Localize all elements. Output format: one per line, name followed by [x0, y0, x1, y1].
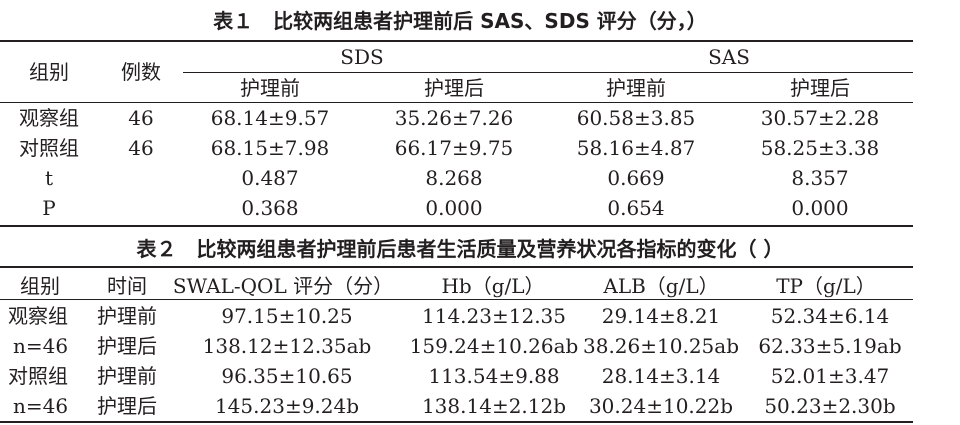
table2-cell: 38.26±10.25ab [583, 334, 739, 358]
table2-cell: 62.33±5.19ab [758, 334, 902, 358]
table1-header-rule [0, 102, 913, 103]
table2-group-label: 观察组 [8, 304, 68, 328]
table1-cell: 0.654 [607, 196, 665, 220]
table2-cell: 138.14±2.12b [421, 394, 567, 418]
table2-cell: 50.23±2.30b [764, 394, 896, 418]
table2-header-rule [0, 299, 913, 300]
table1-cell: 58.25±3.38 [760, 136, 880, 160]
table1-header-count: 例数 [121, 60, 161, 84]
table1-subheader: 护理后 [790, 76, 850, 100]
table1-row-label: 对照组 [19, 136, 79, 160]
table2-time: 护理前 [97, 304, 157, 328]
table1-row-label: t [44, 166, 54, 190]
table1-header-group: 组别 [29, 60, 69, 84]
table1-subheader: 护理后 [424, 76, 484, 100]
table2-cell: 145.23±9.24b [214, 394, 360, 418]
table1-cell: 0.000 [425, 196, 483, 220]
table1-cell: 0.669 [607, 166, 665, 190]
table1-caption: 表１ 比较两组患者护理前后 SAS、SDS 评分（分，） [213, 9, 707, 33]
table1-top-rule [0, 40, 913, 42]
table1-cell: 66.17±9.75 [394, 136, 514, 160]
table2-cell: 97.15±10.25 [221, 304, 353, 328]
table2-group-label: 对照组 [8, 364, 68, 388]
table2-time: 护理后 [97, 394, 157, 418]
table2-header: TP（g/L） [776, 274, 876, 298]
table2-caption: 表２ 比较两组患者护理前后患者生活质量及营养状况各指标的变化（ ） [136, 237, 784, 261]
table2-time: 护理后 [97, 334, 157, 358]
table1-subheader: 护理前 [240, 76, 300, 100]
table1-row-count: 46 [128, 106, 154, 130]
table2-header: ALB（g/L） [603, 274, 719, 298]
table1-cell: 0.487 [241, 166, 299, 190]
table2-group-label: n=46 [13, 334, 69, 358]
table2-cell: 96.35±10.65 [221, 364, 353, 388]
table1-row-label: P [42, 196, 56, 220]
table2-cell: 28.14±3.14 [601, 364, 721, 388]
table1-cell: 60.58±3.85 [576, 106, 696, 130]
table1-cell: 0.368 [241, 196, 299, 220]
table1-cell: 58.16±4.87 [576, 136, 696, 160]
table2-cell: 30.24±10.22b [588, 394, 734, 418]
table2-top-rule [0, 266, 913, 268]
table1-cell: 0.000 [791, 196, 849, 220]
table2-header: Hb（g/L） [441, 274, 545, 298]
table2-cell: 52.01±3.47 [770, 364, 890, 388]
table1-subheader: 护理前 [606, 76, 666, 100]
table2-cell: 159.24±10.26ab [409, 334, 579, 358]
table1-bottom-rule [0, 225, 913, 227]
table2-cell: 114.23±12.35 [422, 304, 566, 328]
table2-time: 护理前 [97, 364, 157, 388]
table2-cell: 138.12±12.35ab [202, 334, 372, 358]
table2-bottom-rule [0, 421, 913, 423]
table1-header-sas: SAS [708, 45, 750, 69]
table2-header: 时间 [107, 274, 147, 298]
table1-header-sds: SDS [340, 45, 384, 69]
table2-cell: 29.14±8.21 [601, 304, 721, 328]
table1-cell: 30.57±2.28 [760, 106, 880, 130]
table2-group-label: n=46 [13, 394, 69, 418]
table1-group-rule [183, 72, 913, 73]
table1-cell: 68.15±7.98 [210, 136, 330, 160]
table1-row-count: 46 [128, 136, 154, 160]
table1-cell: 35.26±7.26 [394, 106, 514, 130]
table1-cell: 68.14±9.57 [210, 106, 330, 130]
table1-cell: 8.357 [791, 166, 849, 190]
table1-row-label: 观察组 [19, 106, 79, 130]
table1-cell: 8.268 [425, 166, 483, 190]
table2-cell: 52.34±6.14 [770, 304, 890, 328]
table2-cell: 113.54±9.88 [428, 364, 560, 388]
table2-header: SWAL-QOL 评分（分） [172, 274, 394, 298]
table2-header: 组别 [20, 274, 60, 298]
